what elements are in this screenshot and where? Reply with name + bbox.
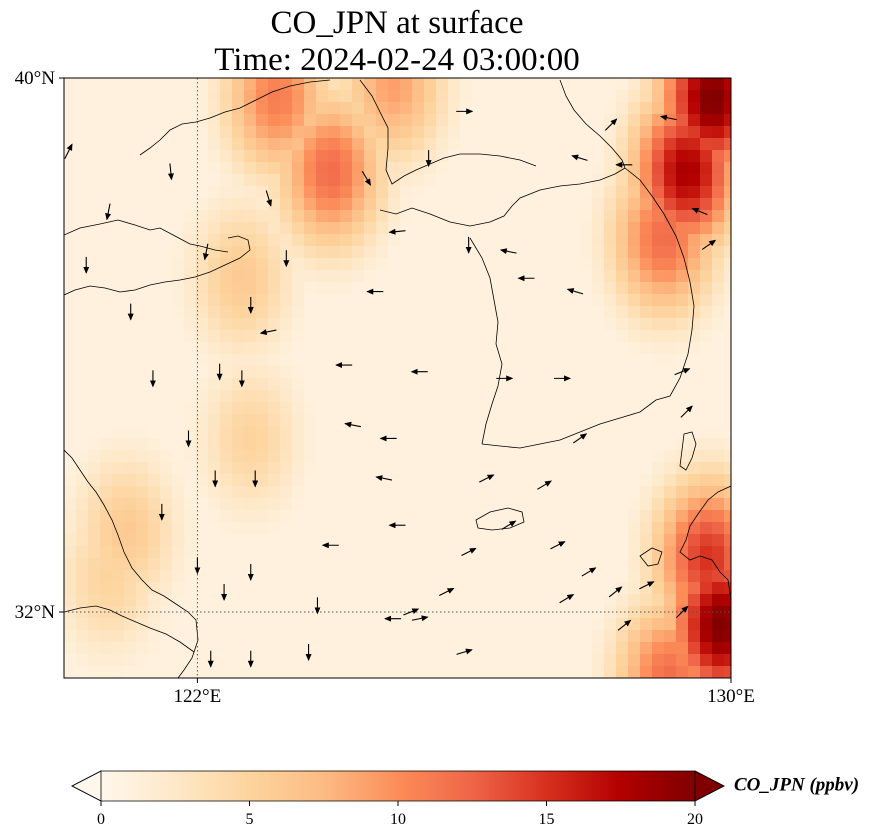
wind-vector-67	[64, 143, 73, 159]
title-line-1: CO_JPN at surface	[271, 5, 524, 41]
map-panel	[64, 78, 731, 678]
coastline-korea-east	[624, 167, 695, 401]
coastline-tsushima	[679, 431, 697, 471]
wind-vector-36	[479, 474, 495, 483]
wind-vector-24	[344, 421, 361, 428]
colorbar-extend-max	[694, 770, 725, 802]
coastline-korea-west	[469, 237, 503, 445]
coastline-korea-north	[379, 167, 626, 227]
wind-vector-33	[461, 547, 477, 556]
wind-vector-34	[403, 608, 420, 616]
coastline-korea-south	[481, 399, 657, 449]
colorbar-tick-label-20: 20	[687, 811, 703, 828]
wind-vector-53	[701, 239, 717, 250]
title-line-2: Time: 2024-02-24 03:00:00	[214, 42, 579, 78]
wind-vector-54	[680, 405, 693, 418]
coastline-jiangsu	[64, 449, 199, 678]
coastline-gotō	[639, 547, 663, 567]
wind-vector-44	[501, 520, 517, 530]
wind-vector-63	[202, 243, 209, 261]
coastline-liaodong	[359, 79, 537, 185]
colorbar-tick-label-5: 5	[246, 811, 254, 828]
coastline-jeju	[475, 507, 525, 531]
wind-vector-57	[639, 581, 655, 590]
wind-vector-41	[581, 567, 597, 577]
wind-vector-68	[388, 228, 406, 235]
colorbar-label: CO_JPN (ppbv)	[734, 774, 859, 795]
wind-vector-39	[550, 541, 566, 550]
coastline-bohai	[139, 79, 331, 156]
coastline-kyushu	[679, 485, 731, 601]
wind-vector-48	[566, 288, 584, 295]
colorbar-tick-label-10: 10	[390, 811, 406, 828]
coastline-shandong	[64, 235, 251, 296]
colorbar: 0 5 10 15 20 CO_JPN (ppbv)	[71, 770, 859, 828]
wind-vector-50	[571, 154, 588, 161]
wind-vector-32	[456, 648, 473, 655]
colorbar-tick-label-15: 15	[539, 811, 555, 828]
colorbar-extend-min	[71, 770, 102, 802]
wind-vector-38	[572, 433, 588, 444]
lon-tick-label-130: 130°E	[707, 686, 755, 707]
coastline-yangtze	[64, 605, 195, 653]
wind-vector-43	[608, 586, 623, 598]
wind-vector-35	[439, 587, 455, 597]
wind-vector-58	[361, 170, 372, 186]
wind-vector-56	[676, 605, 689, 619]
lat-tick-label-32: 32°N	[15, 602, 56, 623]
lat-tick-label-40: 40°N	[15, 68, 56, 89]
coastlines	[64, 79, 731, 678]
colorbar-ticks: 0 5 10 15 20	[97, 801, 703, 828]
wind-vector-52	[691, 207, 708, 215]
wind-vector-layer	[64, 108, 717, 668]
wind-vector-40	[559, 594, 575, 604]
wind-vector-62	[659, 114, 677, 121]
wind-vector-64	[265, 190, 272, 207]
wind-vector-21	[259, 329, 277, 335]
wind-vector-42	[617, 619, 632, 631]
wind-vector-55	[674, 368, 691, 376]
coastline-korea-northeast	[559, 79, 626, 169]
wind-vector-37	[537, 480, 552, 490]
colorbar-gradient	[101, 771, 695, 801]
colorbar-tick-label-0: 0	[97, 811, 105, 828]
wind-vector-0	[167, 163, 174, 181]
wind-vector-31	[411, 615, 429, 622]
wind-vector-1	[105, 203, 112, 221]
wind-vector-49	[499, 248, 517, 255]
concentration-field	[64, 78, 731, 678]
coastline-china-north	[64, 219, 229, 253]
map-frame	[63, 77, 732, 679]
wind-vector-25	[375, 475, 393, 482]
lon-tick-label-122: 122°E	[174, 686, 222, 707]
wind-vector-61	[604, 118, 618, 131]
